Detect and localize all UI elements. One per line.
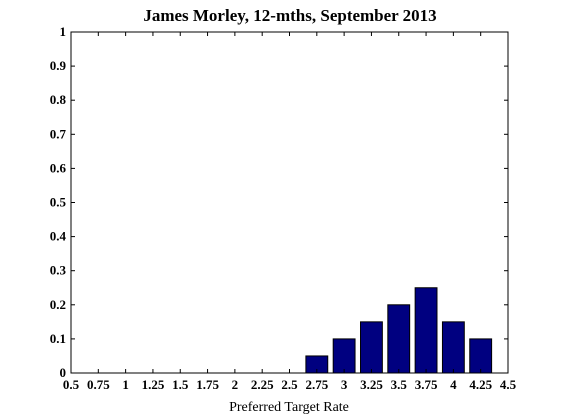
bar-2 bbox=[360, 321, 383, 374]
y-tick-label-6: 0.6 bbox=[50, 160, 67, 175]
y-tick-label-1: 0.1 bbox=[50, 331, 66, 346]
x-axis-ticks: 0.5 0.75 1 1.25 1.5 1.75 2 2.25 2.5 2.75 3 3.25 3.5 3… bbox=[63, 32, 517, 392]
x-tick-label-4: 1.5 bbox=[172, 377, 189, 392]
bar-4 bbox=[414, 287, 438, 374]
x-axis-label: Preferred Target Rate bbox=[229, 400, 349, 415]
x-tick-label-9: 2.75 bbox=[305, 377, 328, 392]
y-tick-label-9: 0.9 bbox=[50, 58, 67, 73]
y-tick-label-3: 0.3 bbox=[50, 263, 67, 278]
y-tick-label-2: 0.2 bbox=[50, 297, 66, 312]
chart-title: James Morley, 12-mths, September 2013 bbox=[143, 6, 436, 25]
bar-1 bbox=[332, 338, 356, 374]
x-tick-label-16: 4.5 bbox=[500, 377, 517, 392]
x-tick-label-2: 1 bbox=[122, 377, 129, 392]
bar-5 bbox=[441, 321, 465, 374]
x-tick-label-6: 2 bbox=[232, 377, 239, 392]
plot-frame bbox=[70, 31, 509, 374]
x-tick-label-1: 0.75 bbox=[87, 377, 110, 392]
y-tick-label-0: 0 bbox=[60, 365, 67, 380]
x-tick-label-14: 4 bbox=[450, 377, 457, 392]
x-tick-label-3: 1.25 bbox=[142, 377, 165, 392]
bars-group bbox=[305, 287, 493, 374]
bar-6 bbox=[469, 338, 493, 374]
y-tick-label-8: 0.8 bbox=[50, 92, 67, 107]
x-tick-label-15: 4.25 bbox=[469, 377, 492, 392]
x-tick-label-10: 3 bbox=[341, 377, 348, 392]
y-tick-label-10: 1 bbox=[60, 24, 67, 39]
y-axis-ticks: 0 0.1 0.2 0.3 0.4 0.5 0.6 0.7 0.8 0.9 1 bbox=[50, 24, 508, 380]
x-tick-label-8: 2.5 bbox=[281, 377, 298, 392]
x-tick-label-13: 3.75 bbox=[415, 377, 438, 392]
bar-3 bbox=[387, 304, 411, 374]
x-tick-label-0: 0.5 bbox=[63, 377, 80, 392]
y-tick-label-5: 0.5 bbox=[50, 195, 67, 210]
y-tick-label-4: 0.4 bbox=[50, 229, 67, 244]
x-tick-label-5: 1.75 bbox=[196, 377, 219, 392]
x-tick-label-11: 3.25 bbox=[360, 377, 383, 392]
x-tick-label-12: 3.5 bbox=[391, 377, 408, 392]
x-tick-label-7: 2.25 bbox=[251, 377, 274, 392]
y-tick-label-7: 0.7 bbox=[50, 126, 67, 141]
